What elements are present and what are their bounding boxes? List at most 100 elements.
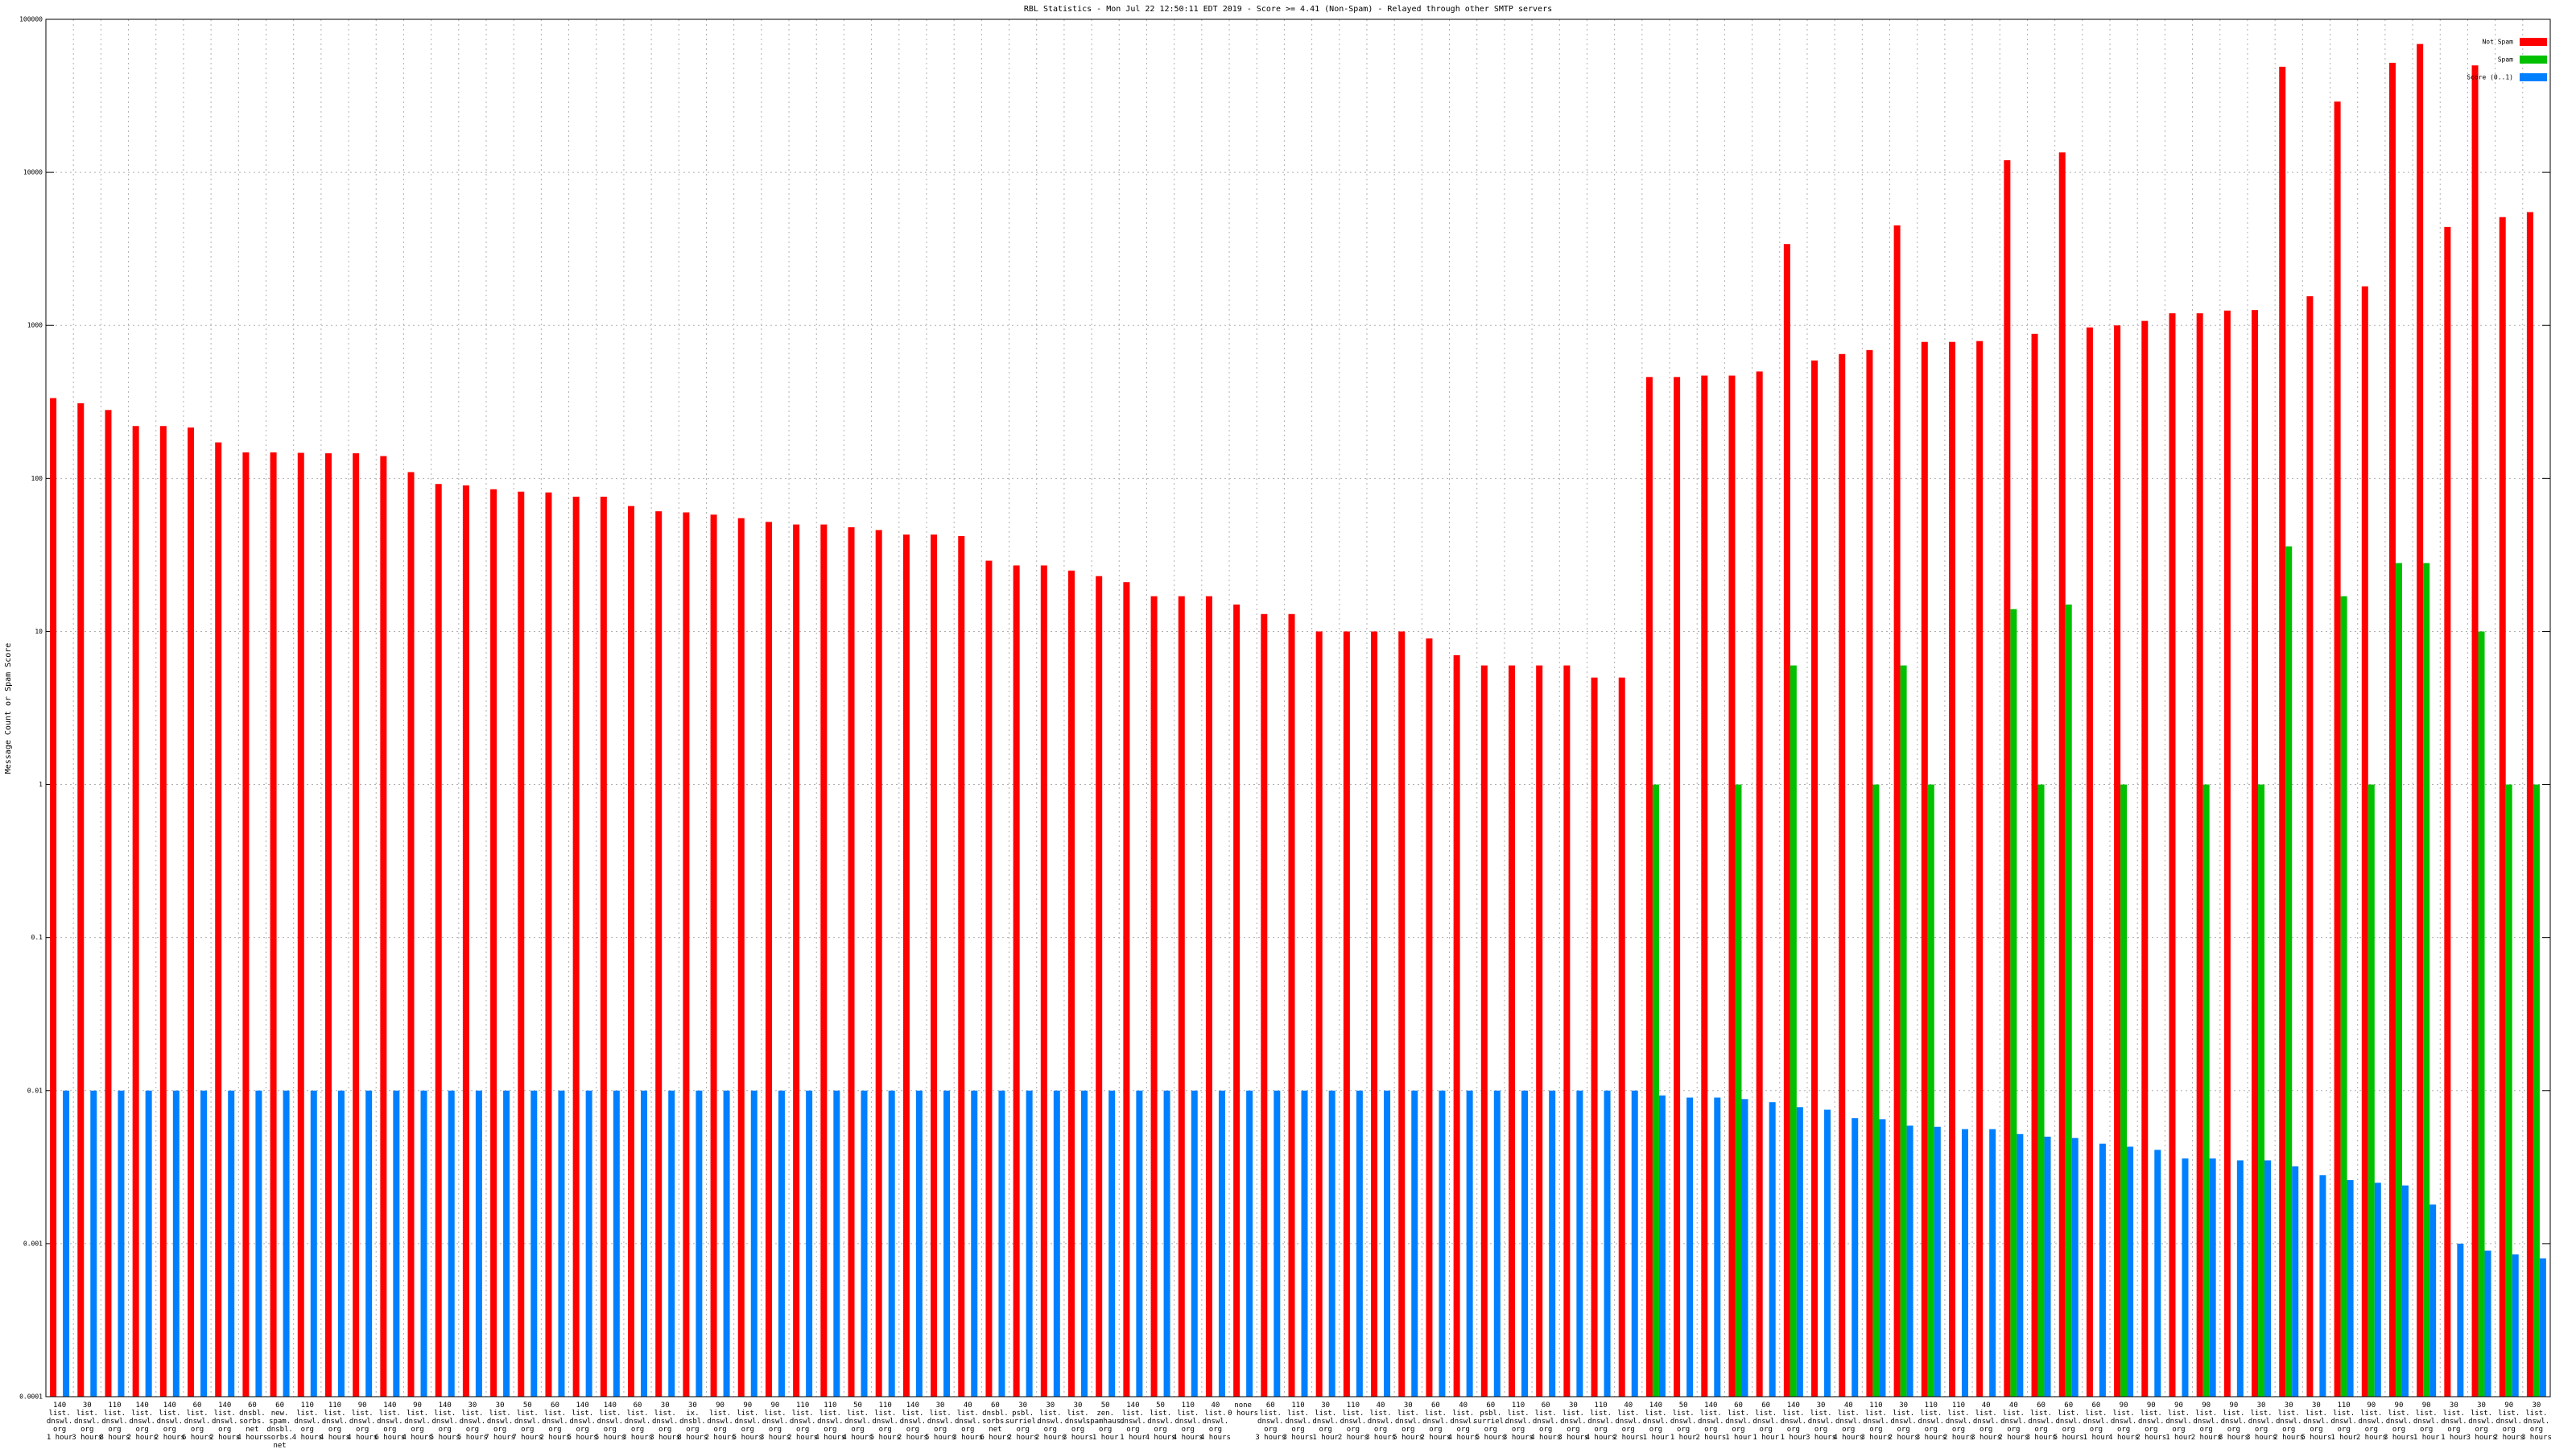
x-tick-label-line: 30 [1074,1402,1083,1410]
x-tick-label-line: dnswl. [2468,1418,2495,1426]
bar [255,1090,262,1397]
y-axis-label: Message Count or Spam Score [4,643,13,774]
x-tick-label-line: 60 [1542,1402,1550,1410]
x-tick-label-line: org [2172,1426,2185,1434]
x-tick-label-line: org [1732,1426,1744,1434]
bar [793,524,800,1397]
bar [1701,375,1708,1397]
x-tick-label-line: 30 [2532,1402,2541,1410]
x-tick-label-line: org [1869,1426,1882,1434]
bar [2236,1160,2244,1397]
x-tick-label-line: list. [1067,1410,1088,1418]
bar [2017,1133,2024,1397]
x-tick-label-line: org [1484,1426,1497,1434]
x-tick-label: 90 list. dnswl. org 2 hours [2356,1402,2387,1442]
x-tick-label-line: 50 [523,1402,532,1410]
bar [1961,1129,1968,1397]
bar [1591,677,1598,1397]
x-tick-label-line: org [1760,1426,1773,1434]
bar [998,1090,1005,1397]
bar [1714,1097,1721,1397]
x-tick-label: 90 list. dnswl. org 2 hours [2191,1402,2222,1442]
x-tick-label-line: list. [1260,1410,1282,1418]
bar [2423,563,2430,1397]
x-tick-label-line: 60 [193,1402,202,1410]
x-tick-label: 30 list. dnswl. org 3 hours [72,1402,102,1442]
x-tick-label-line: org [548,1426,561,1434]
bar [2086,327,2093,1397]
x-tick-label-line: 5 hours [1393,1434,1423,1442]
x-tick-label-line: list. [2250,1410,2272,1418]
x-tick-label-line: surriel. [1473,1418,1508,1426]
legend-swatch [2520,73,2547,81]
x-tick-label-line: 5 hours [870,1434,901,1442]
x-tick-label-line: dnswl. [844,1418,871,1426]
bar [1796,1107,1803,1397]
bar [943,1090,951,1397]
x-tick-label: 90 list. dnswl. org 4 hours [402,1402,433,1442]
x-tick-label: 110 list. dnswl. org 1 hour [2330,1402,2357,1442]
x-tick-label-line: org [80,1426,93,1434]
x-tick-label-line: org [136,1426,149,1434]
x-tick-label-line: list. [2443,1410,2465,1418]
x-tick-label-line: dnswl. [129,1418,155,1426]
x-tick-label-line: org [1512,1426,1525,1434]
bar [2526,212,2533,1397]
x-tick-label-line: 110 [1869,1402,1882,1410]
bar [2031,333,2038,1397]
x-tick-label-line: dnswl. [2138,1418,2165,1426]
x-tick-label: 90 list. dnswl. org 8 hours [2219,1402,2249,1442]
bar [668,1090,675,1397]
x-tick-label-line: 140 [1649,1402,1662,1410]
x-tick-label-line: 30 [1569,1402,1578,1410]
x-tick-label-line: 4 hours [1200,1434,1231,1442]
x-tick-label-line: psbl. [1012,1410,1034,1418]
x-tick-label: 30 list. dnswl. org 3 hours [2521,1402,2552,1442]
bar [297,452,304,1397]
x-tick-label-line: list. [1728,1410,1749,1418]
x-tick-label-line: 4 hours [1173,1434,1203,1442]
bar [1756,371,1763,1397]
bar [435,484,442,1397]
x-tick-label-line: org [2365,1426,2378,1434]
bar [958,535,965,1397]
x-tick-label-line: org [383,1426,396,1434]
bar [407,472,415,1397]
x-tick-label-line: dnswl. [1340,1418,1367,1426]
bar [1068,570,1075,1397]
y-tick-label: 0.0001 [19,1393,43,1401]
x-tick-label: 110 list. dnswl. org 4 hours [1173,1402,1203,1442]
x-tick-label-line: 60 [1266,1402,1275,1410]
bar [1948,341,1955,1397]
x-tick-label-line: 90 [771,1402,780,1410]
x-tick-label-line: 60 [275,1402,284,1410]
bar [971,1090,978,1397]
x-tick-label-line: dnswl. [2221,1418,2248,1426]
x-tick-label-line: 3 hours [1063,1434,1093,1442]
x-tick-label-line: org [1952,1426,1965,1434]
bar [1136,1090,1143,1397]
bar [2004,160,2011,1397]
bar [324,453,332,1397]
x-tick-label-line: spamhaus. [1086,1418,1125,1426]
x-tick-label: 50 zen. spamhaus. org 1 hour [1086,1402,1125,1442]
x-tick-label-line: dnswl. [1038,1418,1064,1426]
x-tick-label-line: org [2420,1426,2433,1434]
x-tick-label-line: dnswl. [1752,1418,1779,1426]
x-tick-label-line: 140 [53,1402,66,1410]
x-tick-label-line: org [1374,1426,1387,1434]
x-tick-label-line: 3 hours [1558,1434,1588,1442]
x-tick-label-line: dnswl. [652,1418,679,1426]
x-tick-label-line: 40 [1377,1402,1385,1410]
bar [2505,784,2512,1397]
bar [2285,546,2293,1397]
x-tick-label-line: dnswl. [2028,1418,2054,1426]
x-tick-label-line: org [934,1426,947,1434]
x-tick-label-line: 5 hours [2054,1434,2084,1442]
x-tick-label: 90 list. dnswl. org 2 hours [2494,1402,2524,1442]
x-tick-label: 30 list. dnswl. org 3 hours [1558,1402,1588,1442]
x-tick-label-line: dnswl. [1863,1418,1889,1426]
x-tick-label-line: 140 [163,1402,176,1410]
x-tick-label-line: org [686,1426,699,1434]
x-tick-label: 40 list. dnswl. org 2 hours [1998,1402,2029,1442]
